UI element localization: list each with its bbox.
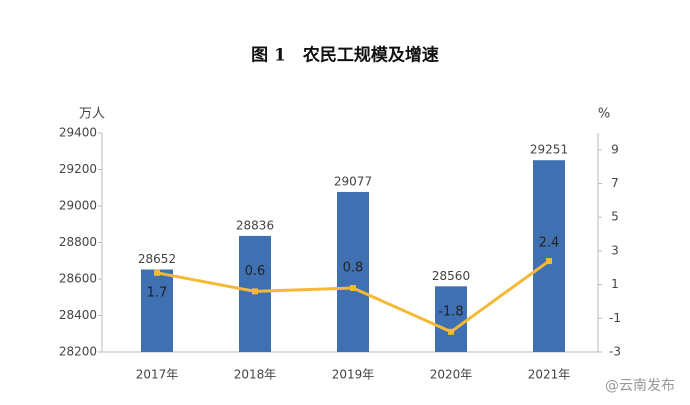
- x-tick-label: 2021年: [528, 368, 571, 382]
- bar-value-label: 29251: [530, 143, 568, 157]
- bar-value-label: 28652: [138, 252, 176, 266]
- y2-tick-label: 7: [611, 176, 619, 190]
- y-tick-label: 28400: [59, 308, 97, 322]
- y2-tick-label: 1: [611, 277, 619, 291]
- x-tick-label: 2019年: [332, 368, 375, 382]
- y2-tick-label: -1: [609, 311, 621, 325]
- y2-tick-label: 9: [611, 142, 619, 156]
- bar: [337, 191, 369, 352]
- x-tick-label: 2018年: [234, 368, 277, 382]
- line-marker: [546, 258, 552, 265]
- y2-axis-unit: %: [598, 107, 610, 122]
- bar: [533, 160, 565, 352]
- y-tick-label: 28200: [59, 345, 97, 359]
- line-value-label: 0.8: [343, 260, 364, 275]
- line-marker: [252, 288, 258, 295]
- line-marker: [154, 269, 160, 276]
- x-tick-label: 2020年: [430, 368, 473, 382]
- y2-tick-label: 5: [611, 210, 619, 224]
- y-tick-label: 29000: [59, 199, 97, 213]
- line-marker: [448, 328, 454, 335]
- y-tick-label: 28600: [59, 272, 97, 286]
- line-value-label: 2.4: [539, 236, 560, 251]
- y2-tick-label: -3: [609, 345, 621, 359]
- bar: [435, 286, 467, 352]
- y-tick-label: 29200: [59, 162, 97, 176]
- line-value-label: 1.7: [147, 285, 168, 300]
- bar-value-label: 29077: [334, 174, 372, 188]
- line-value-label: -1.8: [438, 304, 463, 319]
- x-tick-label: 2017年: [136, 368, 179, 382]
- bar-value-label: 28560: [432, 269, 470, 283]
- bar: [141, 269, 173, 352]
- y2-tick-label: 3: [611, 243, 619, 257]
- watermark: @云南发布: [605, 378, 675, 394]
- chart-title: 图 1 农民工规模及增速: [251, 45, 439, 66]
- y-tick-label: 29400: [59, 126, 97, 140]
- line-marker: [350, 284, 356, 291]
- bar-value-label: 28836: [236, 218, 274, 232]
- y-tick-label: 28800: [59, 235, 97, 249]
- y-axis-unit: 万人: [79, 107, 105, 122]
- line-value-label: 0.6: [245, 264, 266, 279]
